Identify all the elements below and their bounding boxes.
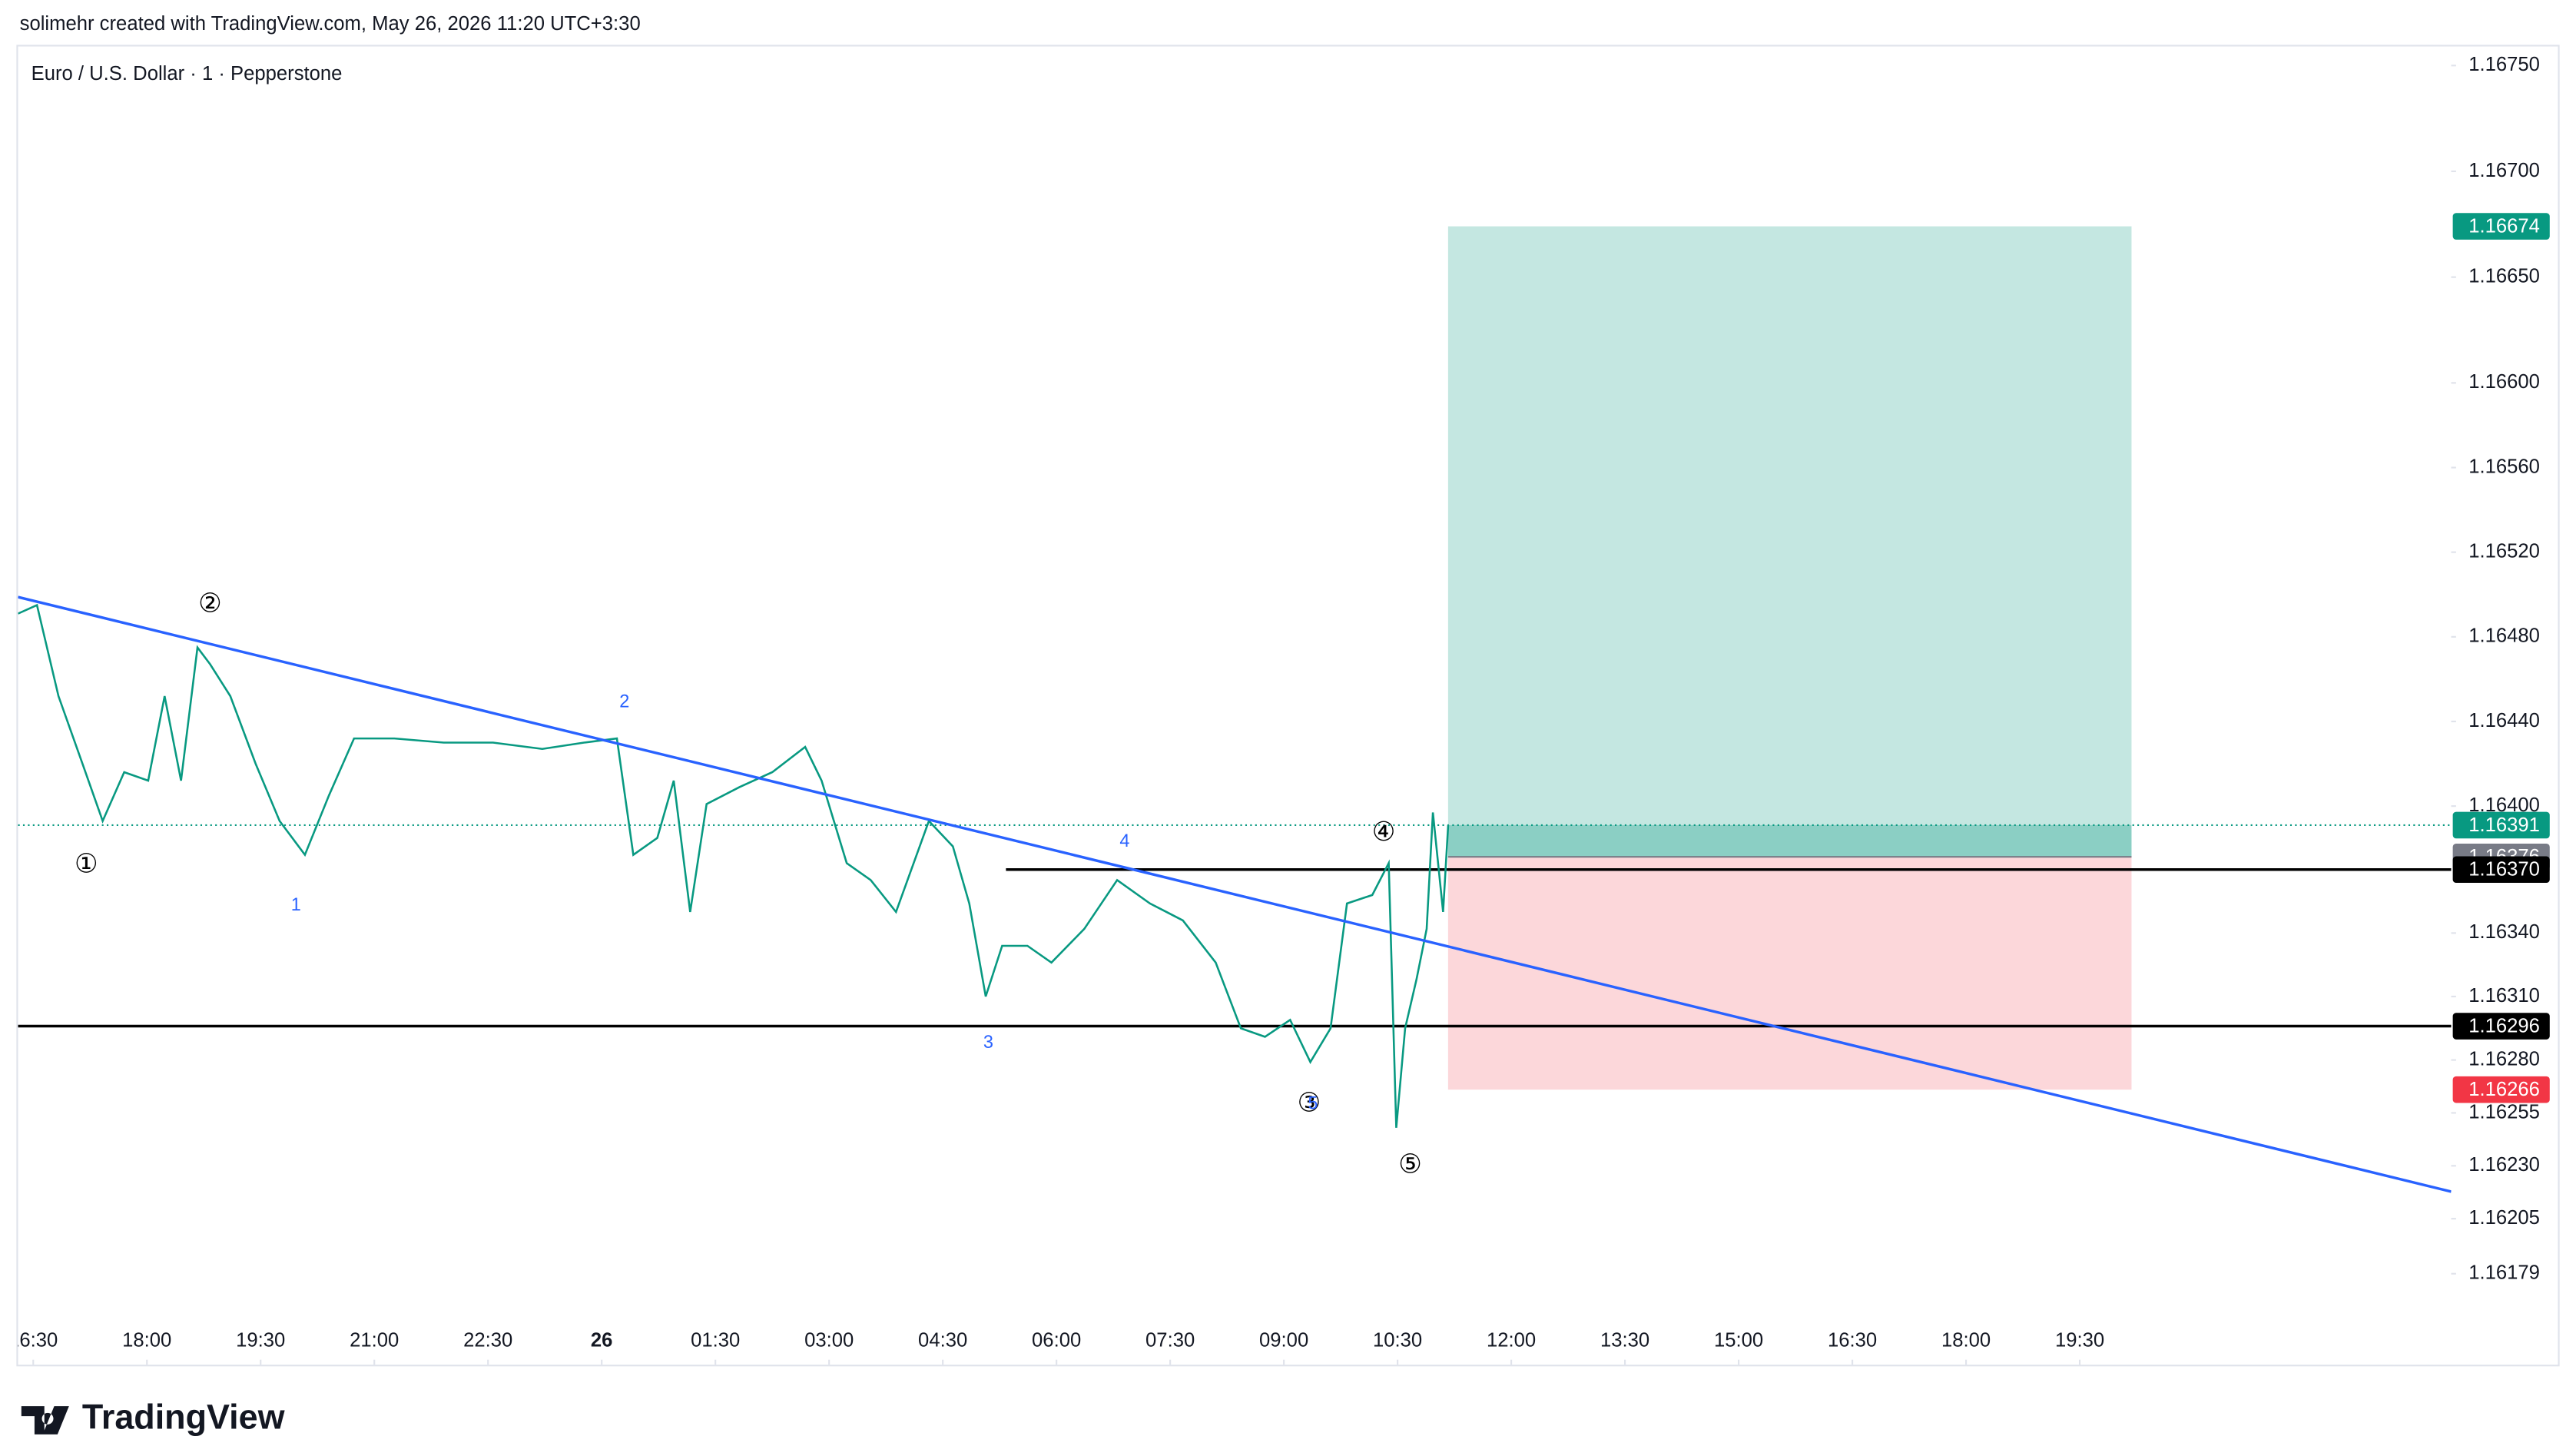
profit-zone bbox=[1447, 226, 2132, 857]
y-tick-label: 1.16310 bbox=[2468, 985, 2540, 1007]
x-tick-label: 06:00 bbox=[1032, 1330, 1081, 1352]
x-tick-label: 19:30 bbox=[236, 1330, 285, 1352]
price-tag-label: 1.16266 bbox=[2468, 1079, 2540, 1100]
x-tick-label: 13:30 bbox=[1600, 1330, 1649, 1352]
trendline bbox=[18, 595, 2452, 1193]
wave-label: 2 bbox=[619, 692, 629, 711]
axes: 1.16750 1.16700 1.16650 1.16600 1.16560 1.165… bbox=[8, 54, 2550, 1365]
x-tick-label: 01:30 bbox=[691, 1330, 740, 1352]
x-tick-label: 18:00 bbox=[1941, 1330, 1991, 1352]
y-tick-label: 1.16440 bbox=[2468, 710, 2540, 731]
wave-label: 3 bbox=[983, 1033, 993, 1053]
x-tick-label: 10:30 bbox=[1373, 1330, 1422, 1352]
wave-label: 5 bbox=[1308, 1094, 1318, 1114]
y-tick-label: 1.16560 bbox=[2468, 456, 2540, 477]
x-tick-label: 21:00 bbox=[350, 1330, 399, 1352]
frame bbox=[16, 45, 2560, 1367]
price-tag-label: 1.16674 bbox=[2468, 215, 2540, 237]
plot-area: ① ② ③ ④ ⑤ 1 2 3 4 5 bbox=[18, 226, 2452, 1193]
x-tick-label: 15:00 bbox=[1714, 1330, 1763, 1352]
wave-label: 4 bbox=[1119, 831, 1129, 851]
y-tick-label: 1.16340 bbox=[2468, 921, 2540, 943]
credit: solimehr created with TradingView.com, M… bbox=[20, 13, 641, 35]
logo-text: TradingView bbox=[82, 1397, 285, 1436]
wave-label: ② bbox=[198, 589, 222, 618]
y-tick-label: 1.16255 bbox=[2468, 1101, 2540, 1123]
y-tick-label: 1.16520 bbox=[2468, 540, 2540, 562]
y-tick-label: 1.16700 bbox=[2468, 160, 2540, 181]
x-tick-label: 26 bbox=[591, 1330, 613, 1352]
logo: TradingView bbox=[21, 1397, 285, 1436]
price-tag bbox=[2452, 1013, 2550, 1040]
y-tick-label: 1.16480 bbox=[2468, 625, 2540, 647]
logo-mark bbox=[21, 1406, 69, 1434]
y-tick-label: 1.16280 bbox=[2468, 1048, 2540, 1070]
price-tag bbox=[2452, 213, 2550, 240]
price-tag bbox=[2452, 1076, 2550, 1103]
x-tick-label: 19:30 bbox=[2055, 1330, 2104, 1352]
x-tick-label: 03:00 bbox=[804, 1330, 854, 1352]
x-tick-label: 16:30 bbox=[8, 1330, 58, 1352]
stop-zone bbox=[1447, 857, 2132, 1090]
x-tick-label: 18:00 bbox=[122, 1330, 171, 1352]
y-tick-label: 1.16230 bbox=[2468, 1154, 2540, 1176]
open-profit bbox=[1447, 824, 2132, 857]
wave-label: ③ bbox=[1298, 1088, 1321, 1117]
price-line bbox=[18, 603, 1450, 1128]
wave-label: ④ bbox=[1372, 818, 1396, 847]
price-tag bbox=[2452, 856, 2550, 884]
y-tick-label: 1.16750 bbox=[2468, 54, 2540, 75]
x-tick-label: 12:00 bbox=[1487, 1330, 1536, 1352]
chart-title: Euro / U.S. Dollar · 1 · Pepperstone bbox=[31, 63, 343, 85]
y-tick-label: 1.16650 bbox=[2468, 265, 2540, 287]
price-tag-label: 1.16391 bbox=[2468, 814, 2540, 836]
y-tick-label: 1.16600 bbox=[2468, 371, 2540, 393]
wave-label: ① bbox=[75, 849, 98, 878]
x-tick-label: 16:30 bbox=[1828, 1330, 1877, 1352]
y-tick-label: 1.16205 bbox=[2468, 1207, 2540, 1229]
x-tick-label: 22:30 bbox=[463, 1330, 512, 1352]
x-axis: 16:30 18:00 19:30 21:00 22:30 26 01:30 03:00 04:… bbox=[8, 1330, 2104, 1365]
price-tag-label: 1.16296 bbox=[2468, 1015, 2540, 1036]
price-tag-label: 1.16370 bbox=[2468, 859, 2540, 881]
price-tag bbox=[2452, 811, 2550, 839]
x-tick-label: 09:00 bbox=[1259, 1330, 1308, 1352]
y-tick-label: 1.16179 bbox=[2468, 1262, 2540, 1283]
wave-label: ⑤ bbox=[1398, 1149, 1422, 1179]
x-tick-label: 04:30 bbox=[918, 1330, 967, 1352]
wave-label: 1 bbox=[291, 895, 301, 915]
x-tick-label: 07:30 bbox=[1145, 1330, 1195, 1352]
